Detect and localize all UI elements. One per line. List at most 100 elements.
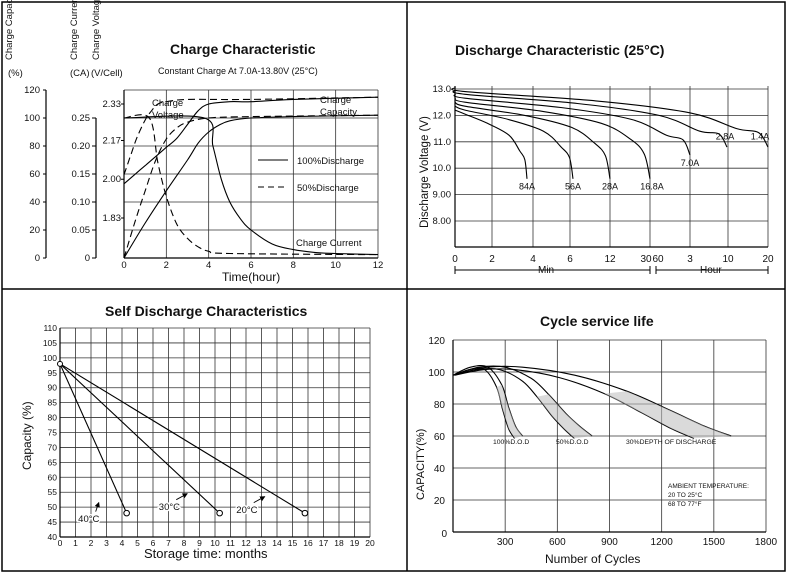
c2-ytick-4: 12.0 xyxy=(433,110,452,121)
c3-xtick-4: 4 xyxy=(120,538,125,548)
c3-ytick-5: 65 xyxy=(48,457,58,467)
c2-ytick-1: 9.00 xyxy=(433,190,452,201)
c1-title: Charge Characteristic xyxy=(170,41,316,57)
c3-ytick-4: 60 xyxy=(48,472,58,482)
c4-xtick-6: 1800 xyxy=(755,537,778,548)
c1-curtick-4: 0.20 xyxy=(72,141,91,152)
c1-header-capacity: Charge Capacity xyxy=(4,0,15,60)
c1-series-capacity-100 xyxy=(123,114,379,259)
c4-ytick-2: 40 xyxy=(434,464,446,475)
c2-curve-label-6: 1.4A xyxy=(751,132,770,142)
c2-curve-0 xyxy=(454,109,528,179)
c3-series-end-2 xyxy=(301,509,309,517)
c1-unit-capacity: (%) xyxy=(8,68,23,79)
c4-title: Cycle service life xyxy=(540,313,654,329)
c3-series-line-2 xyxy=(59,363,306,514)
c3-ytick-2: 50 xyxy=(48,502,58,512)
c1-voltick-2: 2.17 xyxy=(103,135,122,146)
c2-ytick-5: 13.0 xyxy=(433,84,452,95)
c1-curtick-5: 0.25 xyxy=(72,113,91,124)
c4-curves xyxy=(452,365,732,439)
c4-series-lower-1 xyxy=(454,367,575,439)
c3-series-label-0: 40°C xyxy=(78,514,99,525)
c3-xtick-16: 16 xyxy=(303,538,313,548)
c4-series-band-0 xyxy=(496,384,523,439)
c2-title: Discharge Characteristic (25°C) xyxy=(455,42,664,58)
c2-xtick-6: 60 xyxy=(652,254,664,265)
c2-gridlines xyxy=(454,86,769,247)
c4-series-lower-2 xyxy=(454,368,695,439)
c3-ytick-3: 55 xyxy=(48,487,58,497)
c3-xtick-11: 11 xyxy=(226,538,235,548)
discharge-characteristic-chart: Discharge Characteristic (25°C) Discharg… xyxy=(419,42,774,276)
c1-subtitle: Constant Charge At 7.0A-13.80V (25°C) xyxy=(158,66,318,76)
c2-curve-label-0: 84A xyxy=(519,182,535,192)
c2-curve-label-1: 56A xyxy=(565,182,581,192)
c4-ytick-5: 100 xyxy=(428,368,445,379)
c1-xtick-2: 4 xyxy=(206,260,211,271)
c2-axes xyxy=(454,86,768,248)
c1-curves xyxy=(123,96,379,259)
c1-captick-0: 0 xyxy=(35,253,40,264)
c4-series-band-2 xyxy=(604,391,732,439)
c4-series-label-1: 50%D.O.D xyxy=(556,439,589,446)
c2-curve-label-5: 2.8A xyxy=(716,132,735,142)
c2-curve-label-3: 16.8A xyxy=(640,182,664,192)
c2-xtick-5: 30 xyxy=(640,254,652,265)
c4-ytick-1: 20 xyxy=(434,496,446,507)
c1-voltick-3: 2.33 xyxy=(103,99,122,110)
c1-xtick-1: 2 xyxy=(164,260,169,271)
c3-ytick-9: 85 xyxy=(48,398,58,408)
c1-captick-2: 40 xyxy=(29,197,40,208)
c3-series-label-2: 20°C xyxy=(236,505,257,516)
c1-series-voltage-50 xyxy=(123,96,379,175)
c1-series-voltage-100 xyxy=(123,96,379,185)
c2-labels: 8.00 9.00 10.0 11.0 12.0 13.0 0 2 4 6 12 30 60 3 10 20 8… xyxy=(433,84,774,265)
c4-labels: 300 600 900 1200 1500 1800 0 20 40 60 80 100 120 100%… xyxy=(428,336,777,548)
c3-xtick-0: 0 xyxy=(58,538,63,548)
c1-xlabel: Time(hour) xyxy=(222,270,280,284)
c3-series-end-0 xyxy=(123,509,130,517)
c1-legend-100: 100%Discharge xyxy=(297,156,364,167)
c1-captick-4: 80 xyxy=(29,141,40,152)
c1-curtick-1: 0.05 xyxy=(72,225,91,236)
c4-ytick-4: 80 xyxy=(434,400,446,411)
c1-captick-6: 120 xyxy=(24,85,40,96)
c1-curtick-3: 0.15 xyxy=(72,169,91,180)
c3-xlabel: Storage time: months xyxy=(144,546,268,561)
c3-xtick-15: 15 xyxy=(288,538,298,548)
c1-captick-5: 100 xyxy=(24,113,40,124)
c3-labels: 0 1 2 3 4 5 6 7 8 9 10 11 12 13 14 15 16 17 18 19 2040455055… xyxy=(43,323,375,548)
c3-xtick-9: 9 xyxy=(197,538,202,548)
c3-series-end-1 xyxy=(216,509,223,517)
c1-series-current-100 xyxy=(123,115,379,256)
c4-xtick-1: 300 xyxy=(497,537,514,548)
c2-curve-6 xyxy=(451,87,769,148)
c1-voltick-0: 1.83 xyxy=(103,213,122,224)
c2-xtick-8: 10 xyxy=(722,254,734,265)
c2-xtick-9: 20 xyxy=(762,254,774,265)
c2-curves xyxy=(451,87,769,179)
c2-xtick-2: 4 xyxy=(530,254,536,265)
c1-voltick-1: 2.00 xyxy=(103,174,122,185)
c2-curve-label-4: 7.0A xyxy=(681,158,700,168)
c1-unit-voltage: (V/Cell) xyxy=(91,68,123,79)
c3-ytick-10: 90 xyxy=(48,383,58,393)
c2-xtick-0: 0 xyxy=(452,254,458,265)
c4-xtick-3: 900 xyxy=(601,537,618,548)
c3-ytick-12: 100 xyxy=(43,353,57,363)
c3-gridlines xyxy=(59,327,371,538)
c4-axes xyxy=(452,340,766,533)
c3-curves xyxy=(57,360,309,517)
c3-xtick-18: 18 xyxy=(334,538,344,548)
c2-ytick-2: 10.0 xyxy=(433,163,452,174)
c3-ytick-7: 75 xyxy=(48,428,58,438)
c3-series-label-1: 30°C xyxy=(159,502,180,513)
c3-xtick-13: 13 xyxy=(257,538,267,548)
c2-xtick-1: 2 xyxy=(489,254,495,265)
c3-xtick-5: 5 xyxy=(135,538,140,548)
c3-xtick-20: 20 xyxy=(365,538,375,548)
